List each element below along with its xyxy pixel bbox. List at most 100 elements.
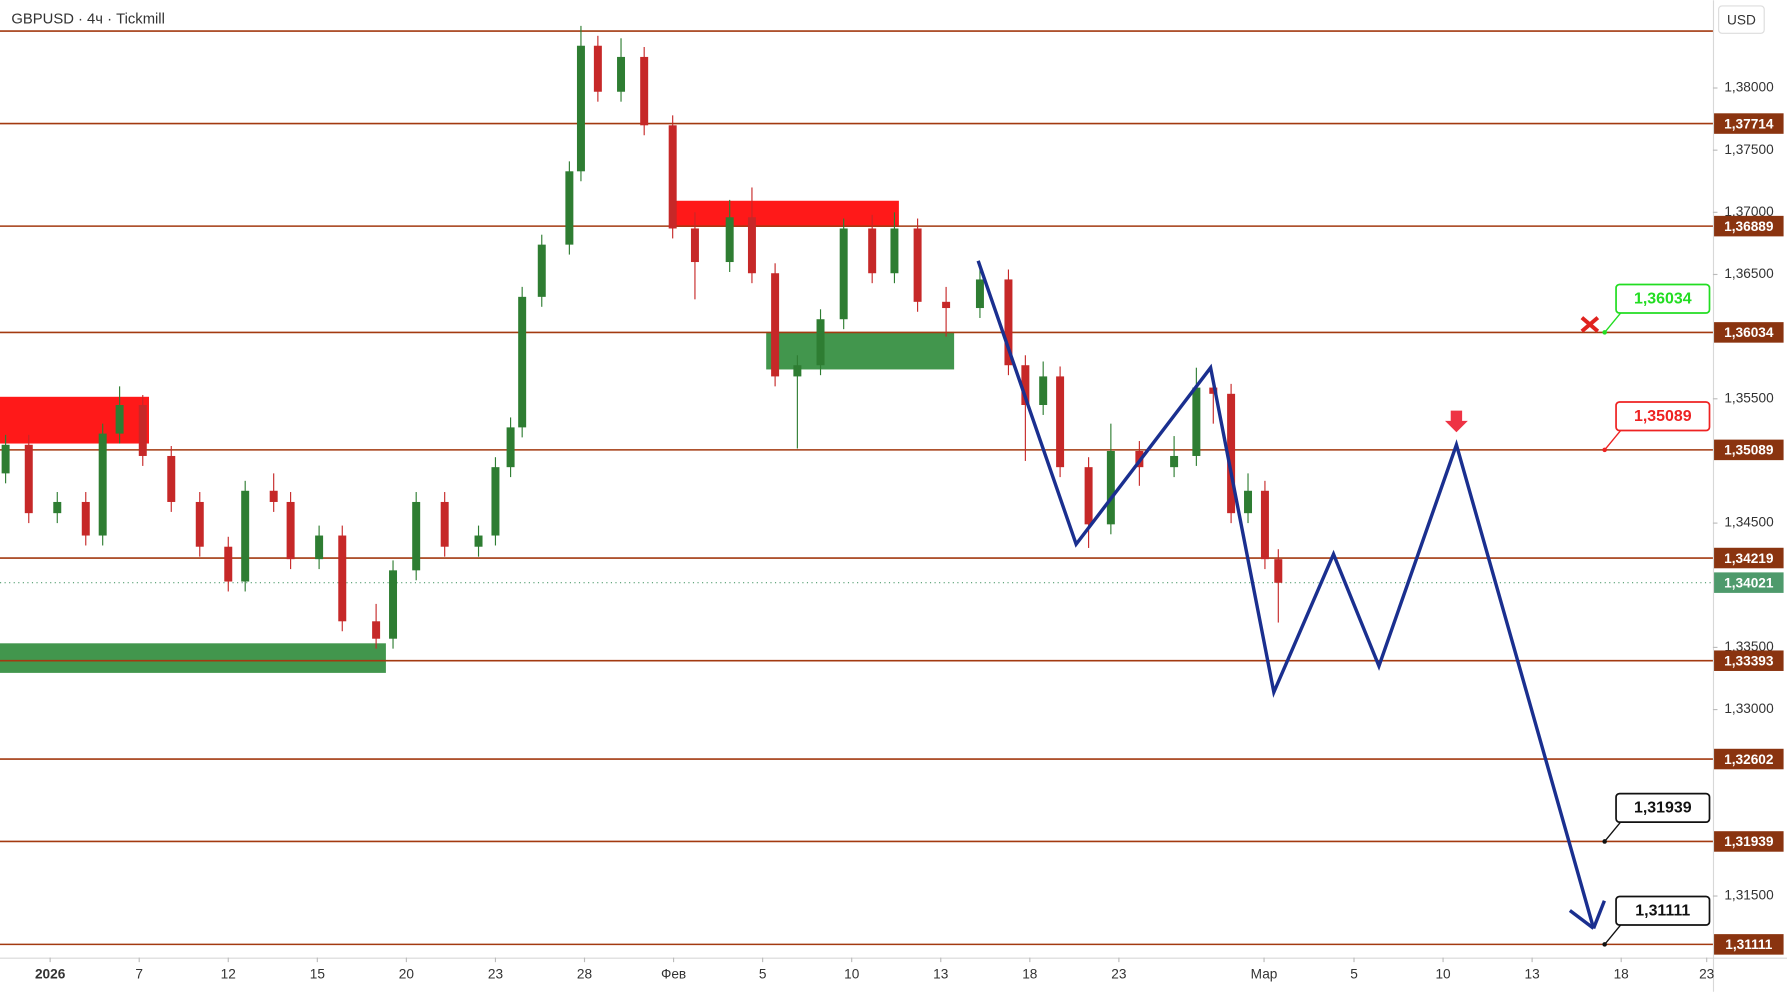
level-label: 1,32602 xyxy=(1724,752,1774,767)
candle-body xyxy=(195,501,204,547)
candle-body xyxy=(167,455,176,502)
y-tick-label: 1,37500 xyxy=(1724,142,1774,157)
x-tick-label: 5 xyxy=(759,966,767,981)
x-tick-label: 20 xyxy=(399,966,415,981)
x-tick-label: 7 xyxy=(135,966,143,981)
candle-body xyxy=(576,45,585,172)
candle-body xyxy=(53,501,62,514)
projection-arrowhead xyxy=(1568,909,1595,930)
x-tick-label: 15 xyxy=(310,966,326,981)
candle-body xyxy=(1106,450,1115,525)
x-tick-label: Фев xyxy=(661,966,686,981)
level-label: 1,35089 xyxy=(1724,443,1774,458)
candle-body xyxy=(115,405,124,434)
callout-label: 1,36034 xyxy=(1634,291,1692,308)
candle-body xyxy=(1260,490,1269,560)
callout-point xyxy=(1602,330,1607,335)
candle-body xyxy=(315,535,324,560)
y-tick-label: 1,31500 xyxy=(1724,888,1774,903)
candle-body xyxy=(1056,376,1065,468)
callout-leader xyxy=(1604,312,1622,333)
current-price-box xyxy=(1714,572,1784,593)
level-label: 1,34219 xyxy=(1724,551,1774,566)
callout-leader xyxy=(1604,924,1622,945)
candle-body xyxy=(640,56,649,126)
candle-body xyxy=(24,444,33,514)
levels xyxy=(0,30,1713,946)
level-label-box xyxy=(1714,547,1784,569)
callout-point xyxy=(1602,942,1607,947)
x-tick-label: 13 xyxy=(1525,966,1540,981)
projection-path xyxy=(976,260,1596,929)
candle-body xyxy=(668,125,677,229)
x-tick-label: 18 xyxy=(1614,966,1629,981)
candle-body xyxy=(1192,387,1201,456)
candle-body xyxy=(690,228,699,263)
x-tick-label: 2026 xyxy=(35,966,66,981)
candle-body xyxy=(537,244,546,297)
y-tick-label: 1,38000 xyxy=(1724,80,1774,95)
y-tick-label: 1,33000 xyxy=(1724,701,1774,716)
projection xyxy=(976,260,1606,930)
x-tick-label: 5 xyxy=(1350,966,1358,981)
candle-body xyxy=(913,228,922,302)
candle-body xyxy=(868,228,877,274)
callout-label: 1,35089 xyxy=(1634,408,1692,425)
candle-body xyxy=(98,433,107,536)
y-tick-label: 1,35500 xyxy=(1724,390,1774,405)
level-label: 1,37714 xyxy=(1724,116,1774,131)
y-tick-label: 1,37000 xyxy=(1724,204,1774,219)
level-label-box xyxy=(1714,322,1784,343)
x-tick-label: 13 xyxy=(933,966,948,981)
candle-body xyxy=(474,535,483,547)
candle-body xyxy=(793,365,802,377)
candle-body xyxy=(890,228,899,274)
candle-body xyxy=(372,621,381,639)
zones xyxy=(0,200,955,673)
callout-box xyxy=(1615,283,1711,314)
candle-body xyxy=(440,501,449,547)
candle-body xyxy=(771,273,780,377)
currency: USD xyxy=(1727,12,1756,27)
callout-label: 1,31939 xyxy=(1634,800,1692,817)
callout-label: 1,31111 xyxy=(1635,903,1690,920)
candle-body xyxy=(81,501,90,536)
zone xyxy=(0,643,386,673)
candle-body xyxy=(138,405,147,456)
callout-box xyxy=(1615,895,1711,926)
candle-body xyxy=(518,296,527,428)
currency-box xyxy=(1718,5,1765,34)
level-label-box xyxy=(1714,831,1784,852)
candle-body xyxy=(412,501,421,571)
candles xyxy=(1,25,1283,649)
candle-body xyxy=(1209,387,1218,394)
callout-box xyxy=(1615,401,1711,432)
candle-body xyxy=(617,56,626,92)
projection-arrowhead xyxy=(1591,900,1606,929)
x-tick-label: 23 xyxy=(1699,966,1714,981)
callout-leader xyxy=(1604,430,1622,451)
level-label-box xyxy=(1714,650,1784,671)
level-label: 1,31939 xyxy=(1724,834,1774,849)
zone xyxy=(766,331,955,370)
level-label: 1,36034 xyxy=(1724,325,1774,340)
invalidation-cross xyxy=(1580,316,1600,333)
y-tick-label: 1,34500 xyxy=(1724,515,1774,530)
x-tick-label: 18 xyxy=(1022,966,1037,981)
candle-body xyxy=(975,279,984,309)
x-tick-label: 10 xyxy=(844,966,860,981)
callout-point xyxy=(1602,447,1607,453)
candle-body xyxy=(1021,365,1030,406)
y-tick-label: 1,33500 xyxy=(1724,639,1774,654)
candle-body xyxy=(1084,467,1093,525)
candle-body xyxy=(1039,376,1048,406)
callout-box xyxy=(1615,792,1711,823)
x-tick-label: Мар xyxy=(1251,966,1278,981)
candle-body xyxy=(1244,490,1253,514)
candle-body xyxy=(491,467,500,536)
y-tick-label: 1,36500 xyxy=(1724,266,1774,281)
candle-body xyxy=(839,228,848,320)
